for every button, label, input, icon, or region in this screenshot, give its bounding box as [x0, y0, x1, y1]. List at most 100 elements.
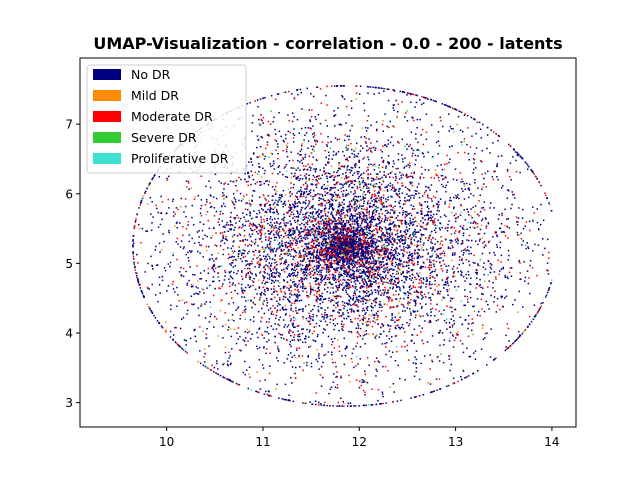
scatter-point [393, 212, 395, 215]
scatter-point [501, 231, 503, 233]
scatter-point [350, 257, 352, 259]
scatter-point [297, 297, 299, 299]
scatter-point [355, 155, 357, 157]
scatter-point [379, 264, 381, 266]
scatter-point [289, 131, 291, 134]
scatter-point [382, 277, 384, 279]
scatter-point [540, 305, 542, 308]
scatter-point [503, 231, 506, 233]
scatter-point [472, 333, 474, 336]
scatter-point [290, 255, 292, 257]
scatter-point [471, 322, 473, 325]
scatter-point [460, 111, 463, 114]
scatter-point [335, 223, 337, 226]
scatter-point [404, 186, 407, 188]
scatter-point [179, 222, 181, 224]
scatter-point [263, 215, 266, 217]
scatter-point [479, 128, 482, 130]
scatter-point [152, 216, 154, 218]
scatter-point [260, 208, 263, 210]
scatter-point [253, 254, 256, 256]
scatter-point [345, 346, 348, 348]
scatter-point [301, 231, 303, 233]
scatter-point [291, 242, 294, 245]
scatter-point [369, 183, 372, 185]
scatter-point [523, 261, 525, 263]
scatter-point [375, 260, 378, 262]
scatter-point [367, 224, 370, 227]
scatter-point [458, 263, 460, 266]
scatter-point [428, 236, 430, 238]
scatter-point [365, 321, 368, 323]
scatter-point [273, 162, 275, 165]
scatter-point [410, 312, 412, 314]
scatter-point [460, 243, 463, 245]
scatter-point [362, 239, 365, 242]
scatter-point [386, 189, 389, 191]
scatter-point [360, 259, 363, 261]
scatter-point [404, 145, 406, 148]
scatter-point [231, 314, 234, 316]
scatter-point [282, 308, 284, 310]
scatter-point [436, 389, 438, 391]
scatter-point [415, 370, 417, 373]
scatter-point [399, 199, 402, 202]
scatter-point [312, 267, 314, 269]
scatter-point [336, 260, 338, 262]
scatter-point [361, 279, 363, 282]
scatter-point [388, 162, 390, 164]
scatter-point [321, 193, 323, 196]
scatter-point [261, 333, 263, 335]
scatter-point [319, 303, 321, 305]
scatter-point [516, 221, 518, 223]
scatter-point [378, 240, 380, 242]
scatter-point [297, 338, 299, 341]
scatter-point [468, 234, 471, 237]
scatter-point [306, 268, 308, 270]
scatter-point [258, 237, 260, 240]
scatter-point [451, 211, 453, 214]
scatter-point [265, 352, 267, 355]
scatter-point [425, 214, 427, 216]
scatter-point [446, 282, 449, 284]
scatter-point [417, 257, 420, 259]
scatter-point [393, 241, 395, 243]
scatter-point [358, 93, 361, 95]
scatter-point [370, 289, 373, 292]
scatter-point [367, 223, 369, 226]
scatter-point [411, 184, 414, 187]
scatter-point [294, 236, 297, 238]
scatter-point [252, 241, 254, 244]
scatter-point [406, 176, 408, 179]
scatter-point [274, 218, 276, 220]
scatter-point [356, 310, 359, 312]
scatter-point [236, 292, 239, 295]
scatter-point [490, 202, 492, 204]
scatter-point [292, 324, 294, 327]
scatter-point [297, 190, 300, 193]
scatter-point [381, 176, 383, 179]
scatter-point [433, 259, 435, 262]
scatter-point [331, 254, 334, 257]
scatter-point [452, 246, 454, 249]
scatter-point [212, 267, 214, 269]
scatter-point [309, 329, 311, 331]
scatter-point [346, 249, 349, 251]
scatter-point [303, 274, 305, 277]
scatter-point [457, 194, 459, 196]
scatter-point [389, 223, 391, 226]
scatter-point [340, 323, 343, 325]
scatter-point [214, 267, 217, 270]
scatter-point [435, 253, 438, 255]
scatter-point [320, 299, 322, 301]
scatter-point [400, 234, 403, 236]
scatter-point [258, 279, 260, 281]
scatter-point [431, 307, 434, 310]
scatter-point [377, 218, 379, 220]
scatter-point [390, 255, 393, 257]
scatter-point [450, 259, 453, 262]
scatter-point [414, 276, 416, 279]
scatter-point [366, 283, 368, 285]
scatter-point [386, 245, 388, 247]
scatter-point [215, 318, 218, 320]
